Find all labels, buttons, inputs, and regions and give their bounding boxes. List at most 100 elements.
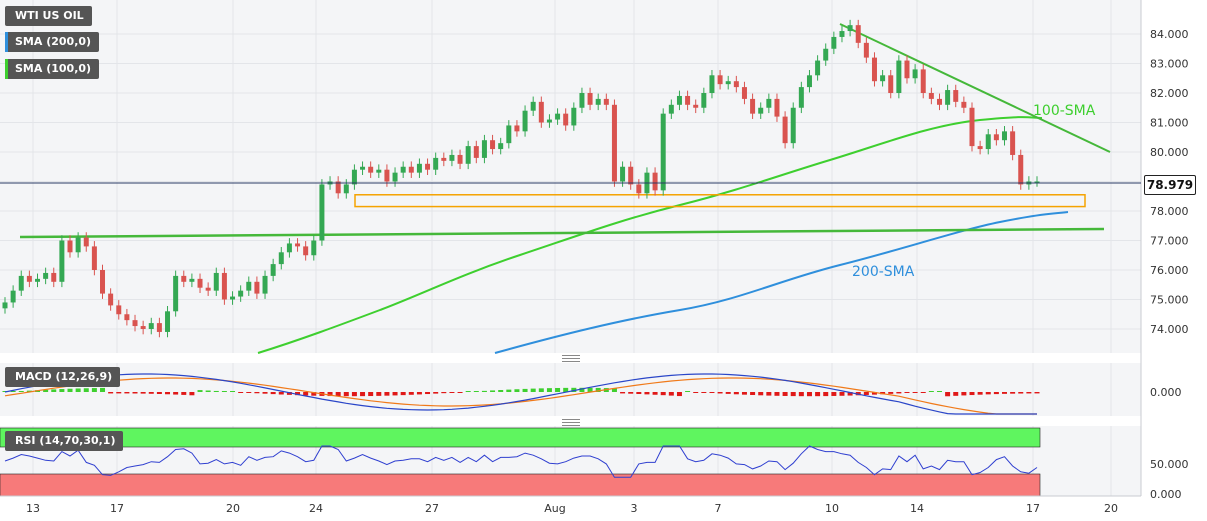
x-tick-label: 17	[1026, 502, 1040, 515]
macd-histogram-bar	[457, 392, 463, 393]
candle	[790, 102, 796, 149]
candle	[977, 140, 983, 155]
candle-body	[928, 93, 934, 99]
macd-histogram-bar	[425, 392, 431, 395]
macd-histogram-bar	[546, 388, 552, 392]
macd-histogram-bar	[555, 387, 561, 392]
candle-body	[221, 272, 227, 300]
candle	[709, 69, 715, 99]
candle-body	[701, 93, 707, 108]
macd-histogram-bar	[579, 387, 585, 392]
candle	[246, 276, 252, 296]
instrument-label[interactable]: WTI US OIL	[5, 6, 92, 26]
macd-histogram-bar	[538, 388, 544, 392]
candle-body	[246, 281, 252, 291]
macd-histogram-bar	[392, 392, 398, 396]
candle-body	[750, 98, 756, 114]
rsi-legend[interactable]: RSI (14,70,30,1)	[5, 431, 124, 451]
macd-histogram-bar	[847, 392, 853, 396]
candle	[839, 25, 845, 43]
candle	[10, 285, 16, 308]
macd-histogram-bar	[181, 392, 187, 395]
sma200-legend[interactable]: SMA (200,0)	[5, 32, 100, 52]
candle-body	[124, 314, 130, 321]
macd-histogram-bar	[262, 392, 268, 394]
sma100-annotation: 100-SMA	[1033, 103, 1096, 119]
candle-body	[806, 75, 812, 88]
candle-body	[1018, 154, 1024, 185]
macd-histogram-bar	[766, 392, 772, 396]
candle-body	[620, 166, 626, 182]
candle-body	[855, 25, 861, 43]
candle	[408, 161, 414, 178]
candle-body	[238, 290, 244, 297]
macd-histogram-bar	[693, 392, 699, 393]
macd-histogram-bar	[563, 387, 569, 392]
sma100-legend[interactable]: SMA (100,0)	[5, 59, 100, 79]
candle	[441, 152, 447, 167]
candle-body	[888, 75, 894, 93]
macd-pane-resize-handle[interactable]	[562, 355, 580, 362]
candle-body	[35, 278, 41, 282]
macd-histogram-bar	[18, 391, 24, 392]
macd-histogram-bar	[197, 390, 203, 392]
candle-body	[132, 320, 138, 327]
candle	[490, 134, 496, 155]
macd-histogram-bar	[750, 392, 756, 396]
macd-histogram-bar	[620, 392, 626, 394]
x-tick-label: Aug	[544, 502, 565, 515]
macd-legend[interactable]: MACD (12,26,9)	[5, 367, 121, 387]
candle-body	[205, 287, 211, 291]
macd-histogram-bar	[75, 388, 81, 392]
rsi-pane-resize-handle[interactable]	[562, 419, 580, 426]
candle-body	[555, 113, 561, 120]
candle	[766, 93, 772, 114]
macd-histogram-bar	[286, 392, 292, 395]
candle	[1010, 126, 1016, 161]
candle	[595, 93, 601, 111]
candle	[433, 152, 439, 176]
macd-histogram-bar	[449, 392, 455, 393]
macd-histogram-bar	[108, 392, 114, 394]
price-tick-label: 84.000	[1150, 28, 1189, 41]
macd-histogram-bar	[815, 392, 821, 397]
macd-histogram-bar	[953, 392, 959, 396]
rsi-overbought-band	[0, 427, 1041, 448]
x-tick-label: 13	[26, 502, 40, 515]
candle	[961, 96, 967, 114]
macd-histogram-bar	[140, 392, 146, 394]
macd-histogram-bar	[725, 392, 731, 394]
macd-histogram-bar	[498, 390, 504, 392]
x-tick-label: 20	[1104, 502, 1118, 515]
macd-histogram-bar	[969, 392, 975, 396]
macd-histogram-bar	[961, 392, 967, 396]
macd-histogram-bar	[888, 392, 894, 394]
macd-histogram-bar	[116, 392, 122, 394]
macd-histogram-bar	[335, 392, 341, 397]
candle-body	[831, 36, 837, 49]
sma100-legend-text: SMA (100,0)	[15, 62, 92, 75]
candle-body	[636, 184, 642, 194]
candle-body	[798, 87, 804, 108]
macd-histogram-bar	[91, 388, 97, 392]
candle-body	[303, 246, 309, 256]
candle	[806, 69, 812, 93]
candle-body	[360, 166, 366, 170]
candle-body	[936, 98, 942, 105]
macd-histogram-bar	[904, 392, 910, 393]
candle	[205, 282, 211, 296]
macd-histogram-bar	[831, 392, 837, 396]
candle-body	[173, 275, 179, 312]
candle-body	[847, 25, 853, 32]
macd-histogram-bar	[351, 392, 357, 397]
candle	[831, 31, 837, 55]
grid	[0, 0, 1141, 496]
candle	[896, 55, 902, 99]
candle	[481, 134, 487, 164]
macd-histogram-bar	[993, 392, 999, 395]
candle-body	[660, 113, 666, 191]
sma200-swatch	[5, 32, 8, 52]
macd-histogram-bar	[433, 392, 439, 394]
candle-body	[2, 302, 8, 309]
